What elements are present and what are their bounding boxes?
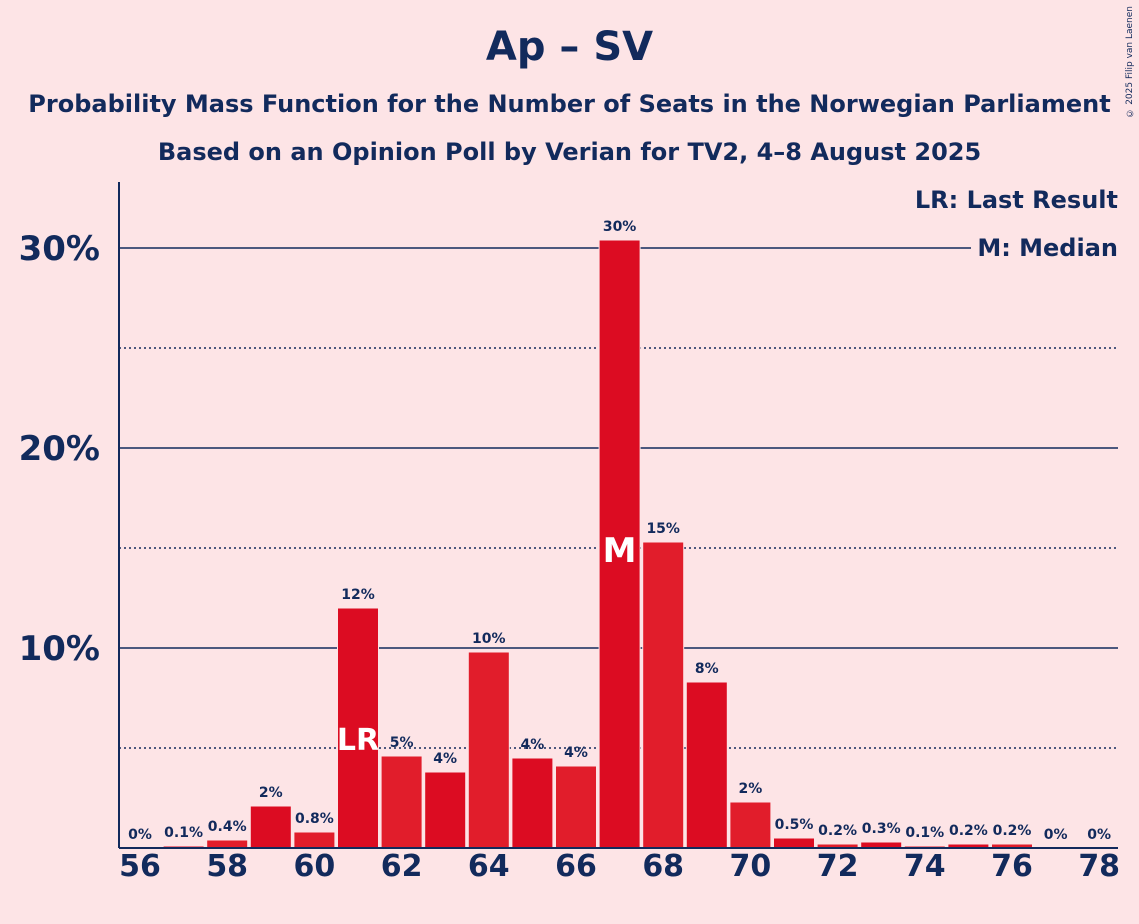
bar-data-label: 0.2% (949, 823, 988, 839)
bar-seat-59 (249, 805, 292, 849)
last-result-marker: LR (337, 723, 379, 758)
bar-data-label: 2% (739, 781, 763, 797)
bar-data-label: 0% (128, 827, 152, 843)
bar-data-label: 2% (259, 785, 283, 801)
bar-seat-65 (511, 757, 554, 849)
x-tick-label: 70 (730, 849, 772, 884)
chart-title: Ap – SV (485, 24, 654, 70)
legend-last-result: LR: Last Result (914, 186, 1118, 214)
bar-data-label: 4% (521, 737, 545, 753)
x-tick-label: 56 (119, 849, 161, 884)
x-tick-label: 64 (468, 849, 510, 884)
bar-seat-64 (467, 651, 510, 849)
x-tick-label: 66 (555, 849, 597, 884)
median-marker: M (603, 531, 637, 571)
bar-data-label: 30% (603, 219, 637, 235)
bar-data-label: 0.1% (905, 825, 944, 841)
bar-seat-60 (293, 831, 336, 849)
x-tick-label: 78 (1078, 849, 1120, 884)
bar-seat-67 (598, 239, 641, 849)
bar-data-label: 0% (1087, 827, 1111, 843)
bar-data-label: 8% (695, 661, 719, 677)
bar-seat-66 (555, 765, 597, 849)
bar-seat-63 (424, 771, 467, 849)
bar-data-label: 5% (390, 735, 414, 751)
legend-median: M: Median (971, 234, 1118, 262)
bar-data-label: 0.3% (862, 821, 901, 837)
bar-data-label: 0.8% (295, 811, 334, 827)
bar-data-label: 0.5% (775, 817, 814, 833)
bar-data-label: 12% (341, 587, 375, 603)
x-tick-label: 60 (294, 849, 336, 884)
chart-source-subtitle: Based on an Opinion Poll by Verian for T… (157, 138, 982, 166)
bar-seat-68 (642, 541, 685, 849)
x-tick-label: 76 (991, 849, 1033, 884)
y-tick-label: 10% (19, 629, 100, 669)
bar-seat-62 (380, 755, 423, 849)
bar-seat-61 (337, 607, 379, 849)
y-tick-label: 30% (19, 229, 100, 269)
bar-data-label: 0.2% (818, 823, 857, 839)
bar-seat-69 (685, 681, 728, 849)
bar-data-label: 4% (433, 751, 457, 767)
x-tick-label: 72 (817, 849, 859, 884)
bar-data-label: 0.2% (993, 823, 1032, 839)
bar-data-label: 15% (646, 521, 680, 537)
x-tick-label: 68 (642, 849, 684, 884)
bar-data-label: 4% (564, 745, 588, 761)
bar-data-label: 0.1% (164, 825, 203, 841)
y-tick-label: 20% (19, 429, 100, 469)
chart-subtitle: Probability Mass Function for the Number… (28, 90, 1111, 118)
bar-data-label: 0% (1044, 827, 1068, 843)
x-tick-label: 74 (904, 849, 946, 884)
bar-seat-70 (729, 801, 772, 849)
x-tick-label: 58 (206, 849, 248, 884)
bar-data-label: 0.4% (208, 819, 247, 835)
x-tick-label: 62 (381, 849, 423, 884)
bar-seat-71 (773, 837, 815, 849)
bar-data-label: 10% (472, 631, 506, 647)
bar-seat-58 (206, 839, 249, 849)
